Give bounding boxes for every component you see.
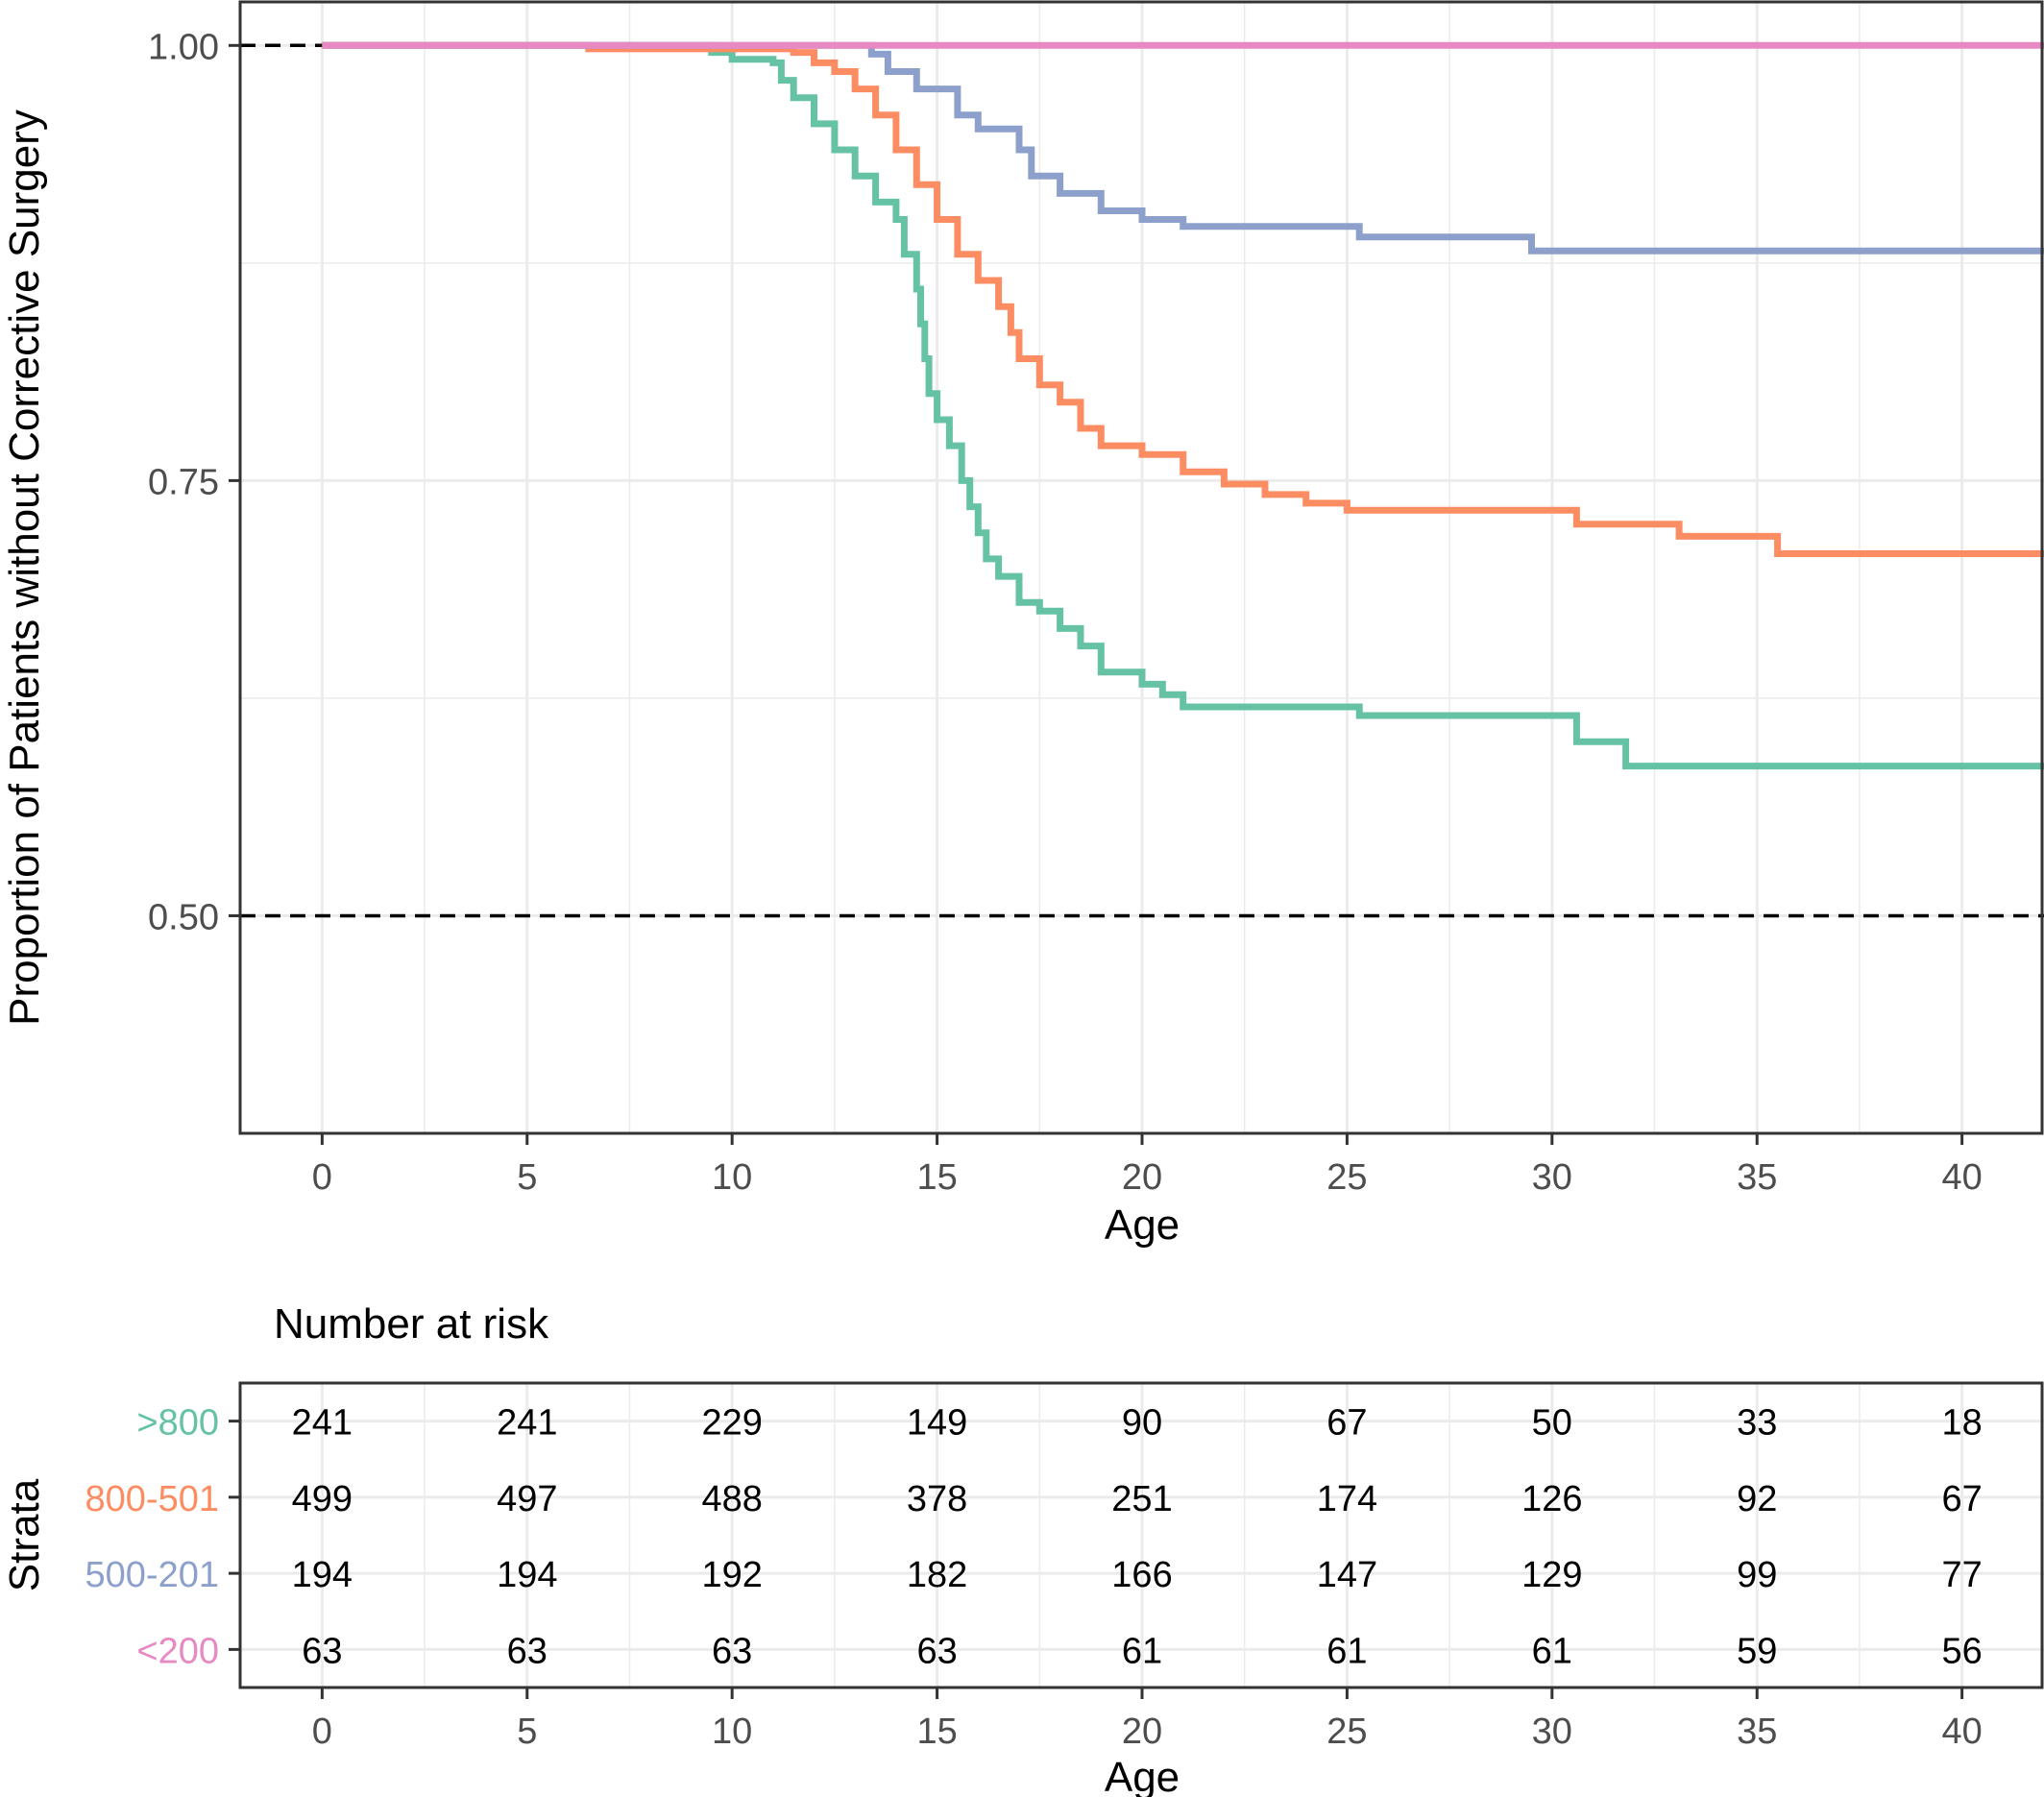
- risk-count-800: 67: [1326, 1403, 1367, 1444]
- survival-curve-500-201: [322, 41, 2044, 255]
- strata-label-500-201: 500-201: [85, 1555, 219, 1595]
- x-tick-label: 35: [1737, 1712, 1777, 1752]
- risk-count-800: 241: [497, 1403, 557, 1444]
- x-axis-title: Age: [1105, 1202, 1180, 1249]
- risk-count-200: 61: [1532, 1631, 1572, 1671]
- risk-count-500-201: 194: [292, 1555, 353, 1595]
- x-tick-label: 40: [1941, 1712, 1982, 1752]
- risk-count-800: 90: [1122, 1403, 1162, 1444]
- risk-count-500-201: 77: [1941, 1555, 1982, 1595]
- risk-count-800-501: 92: [1737, 1479, 1777, 1519]
- risk-count-800-501: 126: [1521, 1479, 1582, 1519]
- x-tick-label: 0: [312, 1712, 332, 1752]
- strata-labels: >800 800-501 500-201 <200: [85, 1403, 240, 1671]
- survival-curve-800: [322, 41, 2044, 770]
- risk-table-cells: 241 241 229 149 90 67 50 33 18 499 497 488 378 251 174…: [292, 1403, 1983, 1672]
- risk-count-200: 56: [1941, 1631, 1982, 1671]
- risk-count-500-201: 166: [1111, 1555, 1172, 1595]
- x-axis-ticks: 0 5 10 15 20 25 30 35 40: [312, 1133, 1983, 1198]
- survival-curves: [322, 41, 2044, 770]
- risk-count-500-201: 194: [497, 1555, 557, 1595]
- risk-table: Number at risk 241 241 229 149 90 67 50 33 18499…: [1, 1300, 2044, 1797]
- risk-count-800-501: 378: [907, 1479, 967, 1519]
- strata-label-800: >800: [136, 1403, 219, 1444]
- y-tick-label: 0.75: [148, 462, 219, 502]
- x-tick-label: 35: [1737, 1157, 1777, 1198]
- risk-count-800-501: 497: [497, 1479, 557, 1519]
- strata-label-200: <200: [136, 1631, 219, 1671]
- x-tick-label: 40: [1941, 1157, 1982, 1198]
- risk-count-800: 241: [292, 1403, 353, 1444]
- risk-table-grid: [240, 1383, 2044, 1688]
- risk-table-title: Number at risk: [274, 1300, 549, 1348]
- risk-count-500-201: 99: [1737, 1555, 1777, 1595]
- risk-count-800: 33: [1737, 1403, 1777, 1444]
- x-tick-label: 20: [1122, 1157, 1162, 1198]
- risk-count-800: 229: [701, 1403, 762, 1444]
- risk-count-200: 61: [1122, 1631, 1162, 1671]
- strata-axis-title: Strata: [1, 1478, 48, 1591]
- survival-plot: 0.50 0.75 1.00 0 5 10 15 20 25 30 35 40 Age Propor…: [1, 0, 2044, 1249]
- risk-count-500-201: 129: [1521, 1555, 1582, 1595]
- x-tick-label: 5: [517, 1712, 537, 1752]
- risk-table-x-ticks: 0 5 10 15 20 25 30 35 40: [312, 1688, 1983, 1752]
- y-tick-label: 1.00: [148, 27, 219, 67]
- risk-count-200: 63: [507, 1631, 548, 1671]
- strata-label-800-501: 800-501: [85, 1479, 219, 1519]
- x-tick-label: 10: [712, 1157, 752, 1198]
- risk-count-800-501: 499: [292, 1479, 353, 1519]
- risk-count-200: 63: [712, 1631, 752, 1671]
- x-tick-label: 15: [916, 1157, 957, 1198]
- x-tick-label: 30: [1532, 1712, 1572, 1752]
- risk-count-200: 61: [1326, 1631, 1367, 1671]
- x-tick-label: 15: [916, 1712, 957, 1752]
- risk-table-x-axis-title: Age: [1105, 1754, 1180, 1797]
- risk-count-200: 59: [1737, 1631, 1777, 1671]
- risk-count-500-201: 182: [907, 1555, 967, 1595]
- risk-count-800-501: 67: [1941, 1479, 1982, 1519]
- risk-count-200: 63: [916, 1631, 957, 1671]
- x-tick-label: 20: [1122, 1712, 1162, 1752]
- risk-count-200: 63: [302, 1631, 342, 1671]
- x-tick-label: 10: [712, 1712, 752, 1752]
- risk-count-800: 149: [907, 1403, 967, 1444]
- x-tick-label: 25: [1326, 1157, 1367, 1198]
- x-tick-label: 0: [312, 1157, 332, 1198]
- risk-count-500-201: 192: [701, 1555, 762, 1595]
- x-tick-label: 5: [517, 1157, 537, 1198]
- x-tick-label: 25: [1326, 1712, 1367, 1752]
- y-axis-title: Proportion of Patients without Correctiv…: [1, 109, 48, 1026]
- survival-curve-800-501: [322, 41, 2044, 557]
- x-tick-label: 30: [1532, 1157, 1572, 1198]
- risk-count-800-501: 488: [701, 1479, 762, 1519]
- risk-count-800-501: 251: [1111, 1479, 1172, 1519]
- risk-count-800: 18: [1941, 1403, 1982, 1444]
- y-axis-ticks: 0.50 0.75 1.00: [148, 27, 240, 937]
- risk-count-800: 50: [1532, 1403, 1572, 1444]
- risk-count-500-201: 147: [1317, 1555, 1377, 1595]
- y-tick-label: 0.50: [148, 897, 219, 937]
- risk-count-800-501: 174: [1317, 1479, 1377, 1519]
